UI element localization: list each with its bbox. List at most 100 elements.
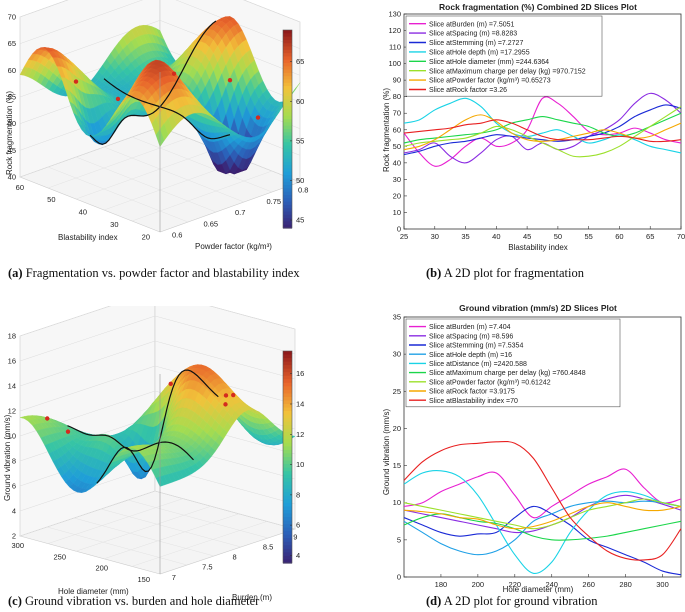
x-tick-label: 25 bbox=[400, 232, 408, 241]
colorbar-segment bbox=[283, 76, 292, 81]
x-tick-label: 300 bbox=[11, 541, 24, 550]
colorbar-segment bbox=[283, 59, 292, 64]
colorbar-segment bbox=[283, 517, 292, 522]
y-tick-label: 10 bbox=[393, 498, 401, 507]
colorbar-segment bbox=[283, 115, 292, 120]
colorbar-segment bbox=[283, 208, 292, 213]
legend-entry: Slice atStemming (m) =7.2727 bbox=[429, 40, 523, 47]
colorbar-segment bbox=[283, 358, 292, 363]
y-tick-label: 0.7 bbox=[235, 208, 245, 217]
z-tick-label: 40 bbox=[8, 173, 16, 182]
x-tick-label: 40 bbox=[492, 232, 500, 241]
floor-gridline bbox=[100, 508, 242, 548]
colorbar-segment bbox=[283, 188, 292, 193]
z-tick-label: 70 bbox=[8, 13, 16, 22]
x-tick-label: 280 bbox=[619, 580, 632, 589]
colorbar-segment bbox=[283, 524, 292, 529]
colorbar-segment bbox=[283, 548, 292, 553]
legend-entry: Slice atHole depth (m) =17.2955 bbox=[429, 50, 530, 57]
colorbar-segment bbox=[283, 365, 292, 370]
x-tick-label: 50 bbox=[554, 232, 562, 241]
colorbar-segment bbox=[283, 158, 292, 163]
colorbar-segment bbox=[283, 527, 292, 532]
legend-entry: Slice atBurden (m) =7.404 bbox=[429, 324, 511, 331]
colorbar-segment bbox=[283, 379, 292, 384]
colorbar-segment bbox=[283, 457, 292, 462]
y-tick-label: 7 bbox=[172, 573, 176, 582]
chart-c-surface-3d: 2 4 6 8 10 12 14 16 18 300 250 200 150 7 7.5 8 8.5 9 Grou… bbox=[3, 306, 304, 602]
y-tick-label: 9 bbox=[293, 532, 297, 541]
colorbar-segment bbox=[283, 506, 292, 511]
colorbar-segment bbox=[283, 53, 292, 57]
colorbar-segment bbox=[283, 510, 292, 515]
series-line bbox=[403, 106, 682, 158]
colorbar-segment bbox=[283, 421, 292, 426]
slice-line bbox=[103, 78, 231, 140]
y-tick-label: 130 bbox=[388, 10, 401, 19]
colorbar-segment bbox=[283, 43, 292, 48]
chart-a-surface bbox=[19, 16, 301, 175]
z-tick-label: 60 bbox=[8, 66, 16, 75]
legend-entry: Slice atHole diameter (mm) =244.6364 bbox=[429, 59, 549, 66]
colorbar-segment bbox=[283, 513, 292, 518]
sample-point bbox=[65, 429, 71, 434]
wall-gridline bbox=[19, 306, 296, 337]
colorbar-segment bbox=[283, 181, 292, 186]
caption-d: (d) A 2D plot for ground vibration bbox=[426, 594, 598, 609]
colorbar-segment bbox=[283, 145, 292, 150]
colorbar-segment bbox=[283, 211, 292, 216]
floor-gridline bbox=[127, 499, 269, 539]
chart-b-legend: Slice atBurden (m) =7.5051 Slice atSpacin… bbox=[405, 15, 603, 97]
colorbar-segment bbox=[283, 125, 292, 130]
legend-entry: Slice atMaximum charge per delay (kg) =7… bbox=[429, 370, 586, 377]
floor-gridline bbox=[131, 521, 268, 567]
colorbar-segment bbox=[283, 361, 292, 366]
colorbar-segment bbox=[283, 214, 292, 219]
colorbar-segment bbox=[283, 400, 292, 405]
floor-gridline bbox=[75, 156, 217, 213]
colorbar-segment bbox=[283, 191, 292, 196]
chart-d-line-plot: Ground vibration (mm/s) 2D Slices Plot G… bbox=[382, 303, 682, 594]
colorbar-segment bbox=[283, 195, 292, 199]
x-tick-label: 300 bbox=[656, 580, 669, 589]
x-tick-label: 60 bbox=[16, 183, 24, 192]
y-tick-label: 0.75 bbox=[267, 197, 282, 206]
y-tick-label: 100 bbox=[388, 59, 401, 68]
x-tick-label: 35 bbox=[461, 232, 469, 241]
colorbar-tick-label: 65 bbox=[296, 57, 304, 66]
z-tick-label: 4 bbox=[12, 507, 16, 516]
colorbar-segment bbox=[283, 30, 292, 34]
colorbar-segment bbox=[283, 109, 292, 114]
y-tick-label: 0.8 bbox=[298, 186, 308, 195]
chart-d-xlabel: Hole diameter (mm) bbox=[503, 585, 574, 594]
colorbar-segment bbox=[283, 446, 292, 451]
x-tick-label: 200 bbox=[95, 564, 108, 573]
y-tick-label: 15 bbox=[393, 461, 401, 470]
y-tick-label: 8 bbox=[233, 553, 237, 562]
colorbar-segment bbox=[283, 552, 292, 557]
legend-entry: Slice atSpacing (m) =8.596 bbox=[429, 333, 513, 340]
colorbar-segment bbox=[283, 66, 292, 71]
floor-gridline bbox=[103, 513, 240, 560]
x-tick-label: 260 bbox=[582, 580, 595, 589]
colorbar-segment bbox=[283, 396, 292, 402]
colorbar-tick-label: 4 bbox=[296, 551, 300, 560]
chart-c-colorbar: 4 6 8 10 12 14 16 bbox=[282, 350, 304, 564]
caption-d-label: (d) bbox=[426, 594, 442, 608]
legend-box bbox=[405, 15, 603, 97]
legend-entry: Slice atBurden (m) =7.5051 bbox=[429, 21, 515, 28]
colorbar-segment bbox=[283, 82, 292, 87]
colorbar-segment bbox=[283, 96, 292, 100]
legend-box bbox=[405, 318, 621, 408]
colorbar-segment bbox=[283, 155, 292, 160]
series-line bbox=[403, 500, 682, 556]
colorbar-segment bbox=[283, 135, 292, 140]
colorbar-segment bbox=[283, 36, 292, 41]
colorbar-segment bbox=[283, 351, 292, 356]
y-tick-label: 25 bbox=[393, 387, 401, 396]
colorbar-segment bbox=[283, 46, 292, 51]
y-tick-label: 20 bbox=[393, 191, 401, 200]
z-tick-label: 45 bbox=[8, 146, 16, 155]
caption-b-label: (b) bbox=[426, 266, 442, 280]
colorbar-segment bbox=[283, 464, 292, 469]
